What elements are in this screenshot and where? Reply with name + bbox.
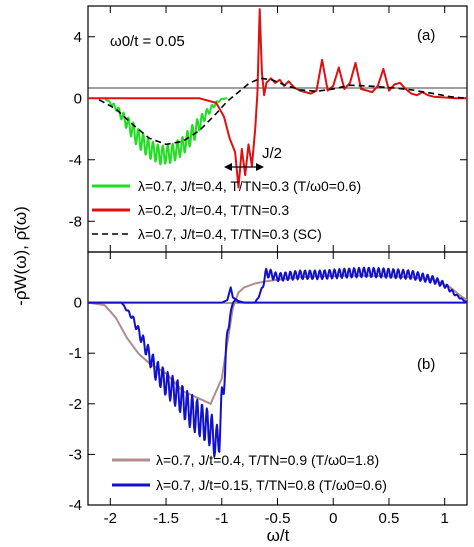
series-line-b-1 xyxy=(88,266,467,458)
panel-a-series xyxy=(88,8,467,189)
ytick-label-a-2: -4 xyxy=(69,152,82,169)
ytick-label-b-4: -4 xyxy=(69,497,82,514)
j2-arrow-left-head xyxy=(224,163,232,171)
panel-b-label: (b) xyxy=(417,356,435,373)
legend-a-entry-1: λ=0.2, J/t=0.4, T/TN=0.3 xyxy=(138,202,289,218)
ytick-label-b-3: -3 xyxy=(69,446,82,463)
series-line-a-2 xyxy=(98,77,467,146)
legend-a-entry-2: λ=0.7, J/t=0.4, T/TN=0.3 (SC) xyxy=(138,226,322,242)
ytick-label-b-0: 0 xyxy=(74,295,82,312)
xtick-label-4: 0 xyxy=(329,510,337,527)
xtick-label-5: 0.5 xyxy=(379,510,400,527)
x-axis-label: ω/t xyxy=(267,526,290,545)
series-line-a-0 xyxy=(103,97,229,166)
legend-b-entry-1: λ=0.7, J/t=0.15, T/TN=0.8 (T/ω0=0.6) xyxy=(156,477,387,493)
xtick-label-3: -0.5 xyxy=(265,510,291,527)
panel-b-series xyxy=(88,266,467,458)
ytick-label-a-0: 4 xyxy=(74,29,82,46)
panel-a-label: (a) xyxy=(417,27,435,44)
panel-b-ticks: 0 -1 -2 -3 -4 -2 -1.5 -1 -0.5 0 0.5 1 xyxy=(69,252,467,527)
ytick-label-a-1: 0 xyxy=(74,90,82,107)
xtick-label-2: -1 xyxy=(215,510,228,527)
xtick-label-0: -2 xyxy=(104,510,117,527)
xtick-label-6: 1 xyxy=(441,510,449,527)
legend-a-entry-0: λ=0.7, J/t=0.4, T/TN=0.3 (T/ω0=0.6) xyxy=(138,178,361,194)
legend-a: λ=0.7, J/t=0.4, T/TN=0.3 (T/ω0=0.6) λ=0.… xyxy=(92,178,361,242)
y-axis-label: -ρ̄W(ω), ρ̄(ω) xyxy=(11,206,30,306)
ytick-label-a-3: -8 xyxy=(69,213,82,230)
ytick-label-b-1: -1 xyxy=(69,345,82,362)
legend-b: λ=0.7, J/t=0.4, T/TN=0.9 (T/ω0=1.8) λ=0.… xyxy=(112,452,387,493)
legend-b-entry-0: λ=0.7, J/t=0.4, T/TN=0.9 (T/ω0=1.8) xyxy=(156,452,379,468)
xtick-label-1: -1.5 xyxy=(153,510,179,527)
series-line-b-2 xyxy=(88,286,467,304)
j2-arrow-right-head xyxy=(256,163,264,171)
panel-a-annotation: ω0/t = 0.05 xyxy=(110,33,185,50)
j2-arrow-label: J/2 xyxy=(262,145,282,162)
panel-a-y-ticks: 4 0 -4 -8 xyxy=(69,6,467,252)
series-line-a-1 xyxy=(88,8,467,189)
ytick-label-b-2: -2 xyxy=(69,396,82,413)
